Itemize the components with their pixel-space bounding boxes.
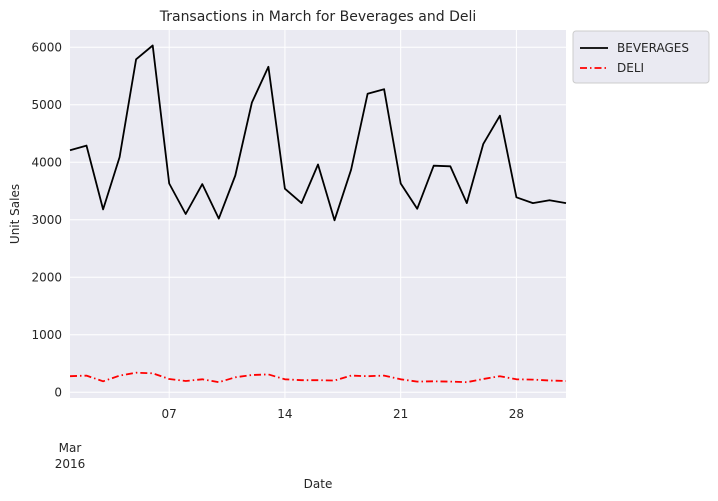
legend: BEVERAGES DELI	[572, 30, 710, 84]
x-tick-label: 28	[509, 407, 524, 421]
legend-label-beverages: BEVERAGES	[617, 41, 689, 55]
series-line-deli	[69, 371, 567, 384]
y-tick-label: 5000	[31, 98, 62, 112]
plot-area	[70, 30, 566, 398]
legend-box	[572, 30, 710, 84]
x-axis-title: Date	[304, 477, 333, 491]
y-tick-label: 6000	[31, 40, 62, 54]
series-layer	[69, 44, 567, 384]
x-tick-label: 07	[162, 407, 177, 421]
y-tick-label: 2000	[31, 270, 62, 284]
y-axis-title: Unit Sales	[8, 184, 22, 244]
x-tick-label: 21	[393, 407, 408, 421]
y-tick-label: 4000	[31, 155, 62, 169]
legend-label-deli: DELI	[617, 61, 644, 75]
y-tick-label: 1000	[31, 328, 62, 342]
x-tick-labels: 07 14 21 28	[162, 407, 524, 421]
x-month-label: Mar	[59, 441, 82, 455]
series-line-beverages	[69, 44, 567, 222]
y-tick-label: 0	[54, 385, 62, 399]
y-tick-labels: 0 1000 2000 3000 4000 5000 6000	[31, 40, 62, 399]
y-tick-label: 3000	[31, 213, 62, 227]
x-year-label: 2016	[55, 457, 86, 471]
x-tick-label: 14	[277, 407, 292, 421]
chart-title: Transactions in March for Beverages and …	[159, 9, 477, 25]
